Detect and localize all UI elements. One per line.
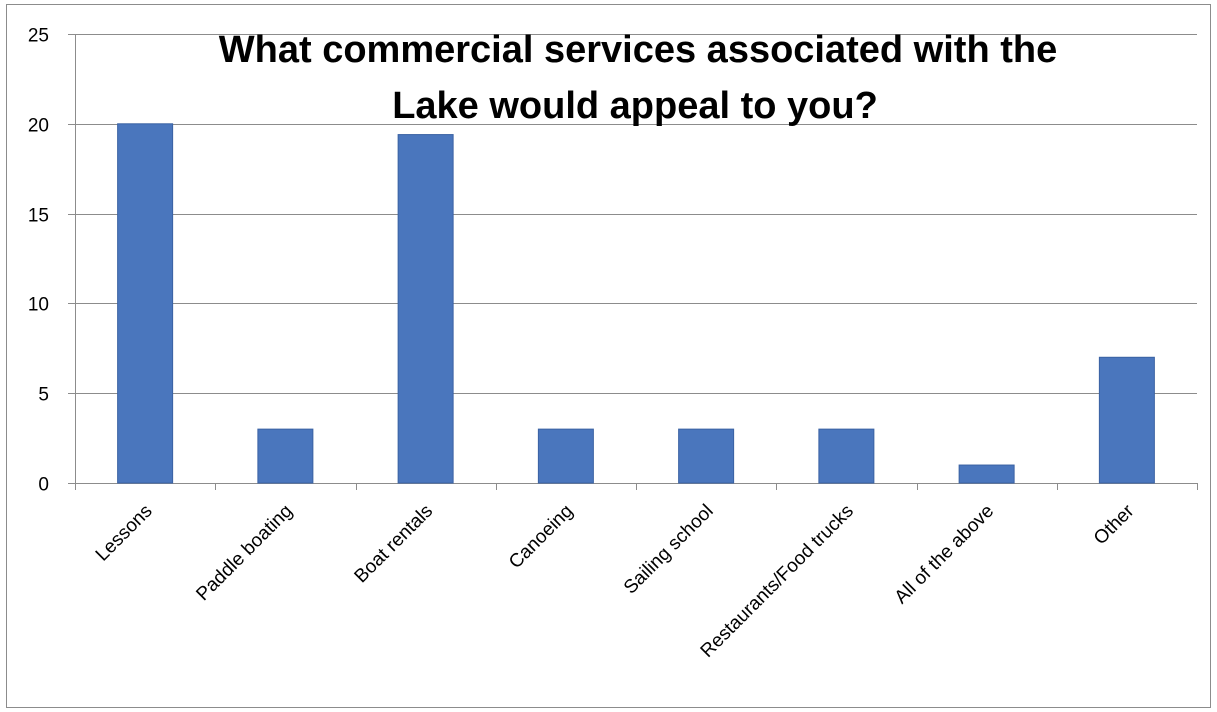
bar-all-of-the-above xyxy=(958,464,1015,484)
category-label: Paddle boating xyxy=(192,501,296,605)
category-label: Canoeing xyxy=(505,501,577,573)
category-label: Lessons xyxy=(92,501,157,566)
y-tick-label: 20 xyxy=(28,116,49,137)
bar-sailing-school xyxy=(678,428,735,484)
y-tick-label: 15 xyxy=(28,206,49,227)
category-label: Other xyxy=(1090,500,1139,549)
bar-paddle-boating xyxy=(257,428,314,484)
bar-canoeing xyxy=(537,428,594,484)
bar-restaurants-food-trucks xyxy=(818,428,875,484)
chart-title-line-1: What commercial services associated with… xyxy=(219,29,1057,71)
chart-frame xyxy=(6,4,1211,708)
y-tick-label: 25 xyxy=(28,26,49,47)
category-labels: Lessons Paddle boating Boat rentals Canoein… xyxy=(92,500,1139,662)
category-label: Sailing school xyxy=(620,501,718,599)
category-label: Boat rentals xyxy=(351,501,438,588)
category-label: All of the above xyxy=(891,501,998,608)
category-label: Restaurants/Food trucks xyxy=(697,501,858,662)
y-tick-labels: 0 5 10 15 20 25 xyxy=(28,26,49,496)
chart-title-line-2: Lake would appeal to you? xyxy=(392,85,878,127)
bars xyxy=(117,123,1155,484)
y-tick-label: 0 xyxy=(38,475,49,496)
y-tick-label: 10 xyxy=(28,295,49,316)
bar-boat-rentals xyxy=(397,134,454,484)
bar-other xyxy=(1098,356,1155,484)
y-tick-label: 5 xyxy=(38,385,49,406)
gridlines xyxy=(75,34,1197,394)
bar-lessons xyxy=(117,123,174,484)
